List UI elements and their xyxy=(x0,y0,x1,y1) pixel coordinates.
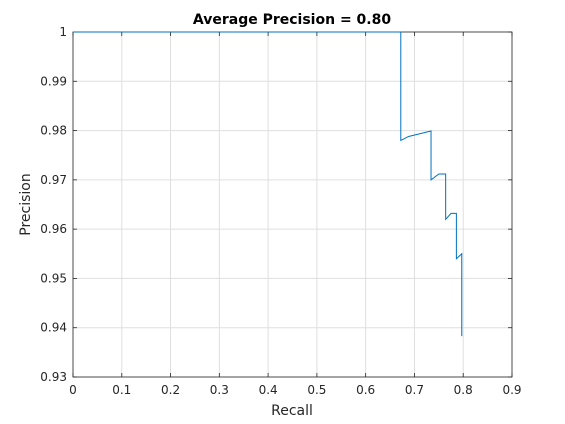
x-tick-label: 0 xyxy=(69,383,77,397)
chart-title: Average Precision = 0.80 xyxy=(193,12,391,28)
y-tick-label: 0.99 xyxy=(40,74,67,88)
x-tick-label: 0.1 xyxy=(112,383,131,397)
y-tick-label: 1 xyxy=(59,25,67,39)
y-tick-label: 0.94 xyxy=(40,321,67,335)
x-tick-label: 0.9 xyxy=(502,383,521,397)
plot-background xyxy=(73,32,512,377)
y-tick-label: 0.96 xyxy=(40,222,67,236)
x-tick-label: 0.3 xyxy=(210,383,229,397)
y-tick-label: 0.93 xyxy=(40,370,67,384)
x-tick-label: 0.8 xyxy=(454,383,473,397)
y-tick-labels: 0.93 0.94 0.95 0.96 0.97 0.98 0.99 1 xyxy=(40,25,67,384)
y-tick-label: 0.97 xyxy=(40,173,67,187)
x-tick-label: 0.4 xyxy=(259,383,278,397)
x-tick-label: 0.7 xyxy=(405,383,424,397)
y-tick-label: 0.98 xyxy=(40,124,67,138)
x-tick-label: 0.5 xyxy=(307,383,326,397)
x-tick-label: 0.2 xyxy=(161,383,180,397)
x-axis-label: Recall xyxy=(271,403,313,419)
x-tick-label: 0.6 xyxy=(356,383,375,397)
series-group xyxy=(73,31,463,337)
y-tick-label: 0.95 xyxy=(40,271,67,285)
x-tick-labels: 0 0.1 0.2 0.3 0.4 0.5 0.6 0.7 0.8 0.9 xyxy=(69,383,521,397)
pr-curve-line xyxy=(73,31,463,337)
axis-ticks xyxy=(72,31,513,378)
y-axis-label: Precision xyxy=(18,173,34,235)
